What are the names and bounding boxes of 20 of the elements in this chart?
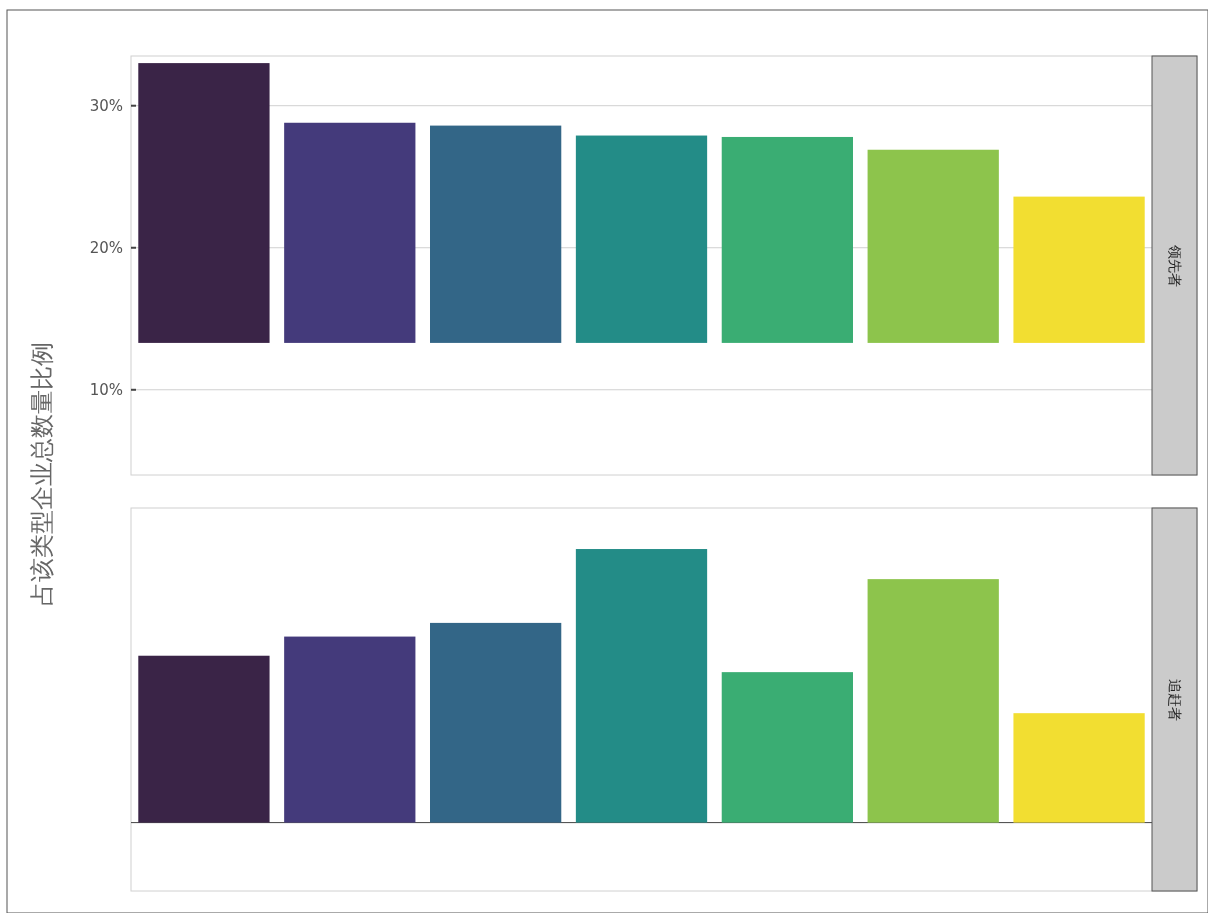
bar — [721, 672, 853, 823]
bar — [138, 655, 270, 823]
bar — [430, 622, 562, 823]
y-axis-title: 占该类型企业总数量比例 — [28, 341, 56, 606]
bar — [284, 636, 416, 823]
bar — [1013, 196, 1145, 343]
bar — [575, 549, 708, 823]
bar — [284, 122, 416, 343]
y-tick-label: 20% — [89, 238, 123, 257]
bar — [867, 149, 999, 343]
text: 领先者 — [1166, 244, 1183, 287]
bar — [721, 136, 853, 343]
bar — [430, 125, 562, 343]
y-tick-label: 10% — [89, 380, 123, 399]
bar — [138, 63, 270, 343]
bar — [1013, 713, 1145, 823]
bar — [867, 579, 999, 823]
text: 追赶者 — [1166, 678, 1183, 721]
bar — [575, 135, 708, 343]
y-tick-label: 30% — [89, 96, 123, 115]
